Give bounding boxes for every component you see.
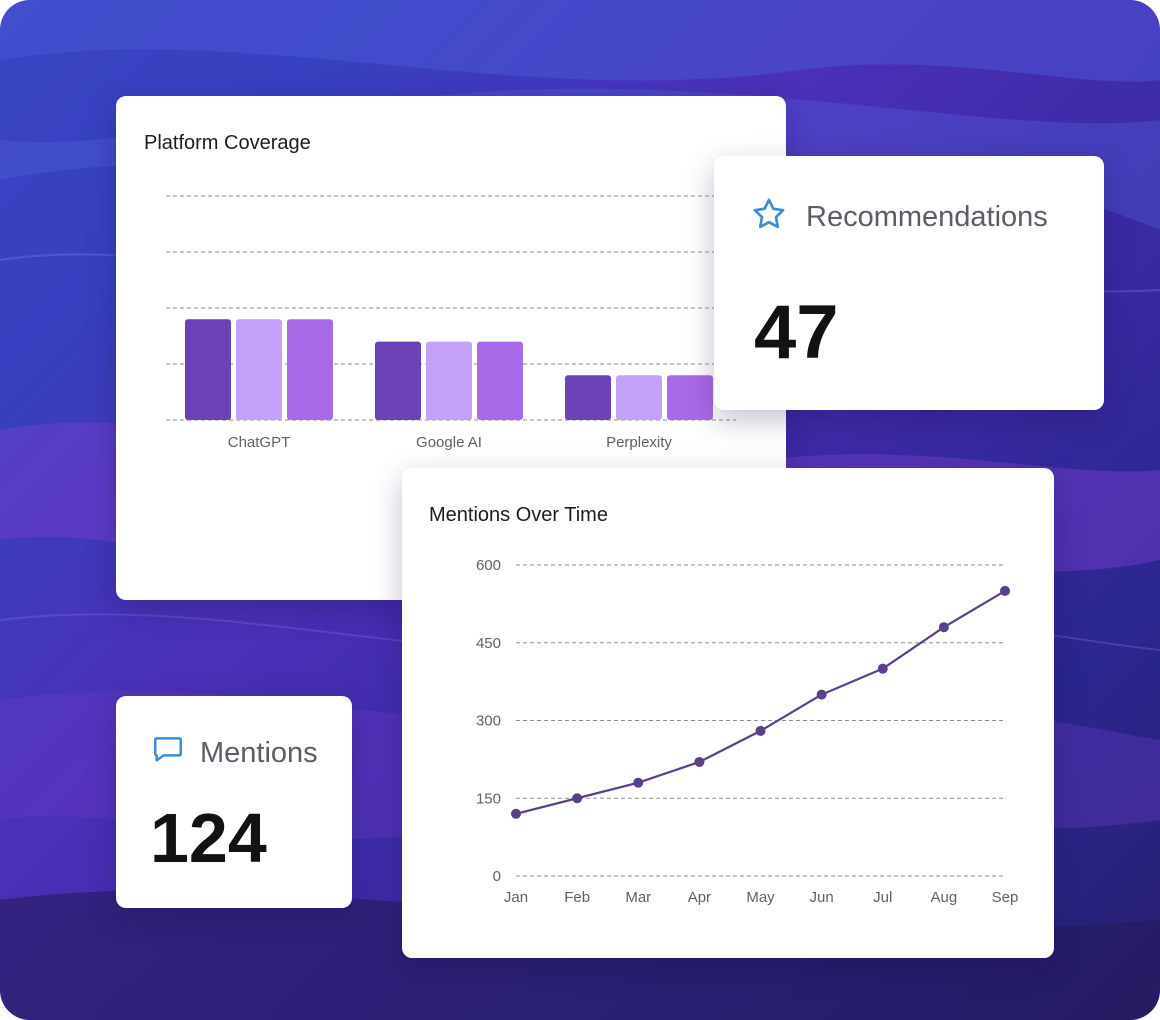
mentions-label: Mentions xyxy=(200,737,318,769)
data-point xyxy=(938,622,949,633)
x-tick-label: Feb xyxy=(564,889,590,906)
data-point xyxy=(633,777,644,788)
bar xyxy=(236,319,282,420)
y-tick-label: 0 xyxy=(493,868,501,885)
data-point xyxy=(694,756,705,767)
bar xyxy=(477,341,523,420)
x-tick-label: Mar xyxy=(625,889,651,906)
recommendations-card: Recommendations 47 xyxy=(714,156,1104,410)
bar xyxy=(426,341,472,420)
bar xyxy=(616,375,662,420)
x-tick-label: May xyxy=(746,889,775,906)
bar xyxy=(185,319,231,420)
bar xyxy=(565,375,611,420)
bar xyxy=(287,319,333,420)
platform-coverage-chart: ChatGPT Google AI Perplexity xyxy=(166,195,736,451)
data-point xyxy=(572,793,583,804)
y-tick-label: 600 xyxy=(476,557,501,574)
bar xyxy=(667,375,713,420)
mentions-over-time-title: Mentions Over Time xyxy=(429,504,608,526)
x-tick-label: Aug xyxy=(931,889,958,906)
mentions-card: Mentions 124 xyxy=(116,696,352,908)
data-point xyxy=(1000,585,1010,596)
data-point xyxy=(511,808,521,819)
x-tick-label: Apr xyxy=(688,889,711,906)
bar xyxy=(375,341,421,420)
chat-bubble-icon xyxy=(153,737,183,762)
series-line xyxy=(515,589,1006,815)
x-tick-label: Jan xyxy=(504,889,528,906)
platform-coverage-title: Platform Coverage xyxy=(144,132,311,154)
bar-category-label: Google AI xyxy=(416,434,482,451)
y-tick-label: 450 xyxy=(476,635,501,652)
star-icon xyxy=(753,198,785,229)
bar-category-label: ChatGPT xyxy=(228,434,291,451)
x-tick-label: Sep xyxy=(992,889,1019,906)
y-tick-label: 300 xyxy=(476,713,501,730)
mentions-over-time-chart: 0 150 300 450 600 Jan Feb Mar Apr May Jun Jul Aug Sep xyxy=(476,557,1019,906)
x-tick-label: Jul xyxy=(873,889,892,906)
recommendations-value: 47 xyxy=(754,290,839,375)
data-point xyxy=(755,725,766,736)
x-tick-label: Jun xyxy=(810,889,834,906)
recommendations-label: Recommendations xyxy=(806,201,1048,233)
data-point xyxy=(816,689,827,700)
mentions-value: 124 xyxy=(150,799,267,877)
data-point xyxy=(877,663,888,674)
bar-category-label: Perplexity xyxy=(606,434,672,451)
mentions-over-time-card: Mentions Over Time 0 150 300 450 600 Jan Feb Ma… xyxy=(402,468,1054,958)
y-tick-label: 150 xyxy=(476,790,501,807)
